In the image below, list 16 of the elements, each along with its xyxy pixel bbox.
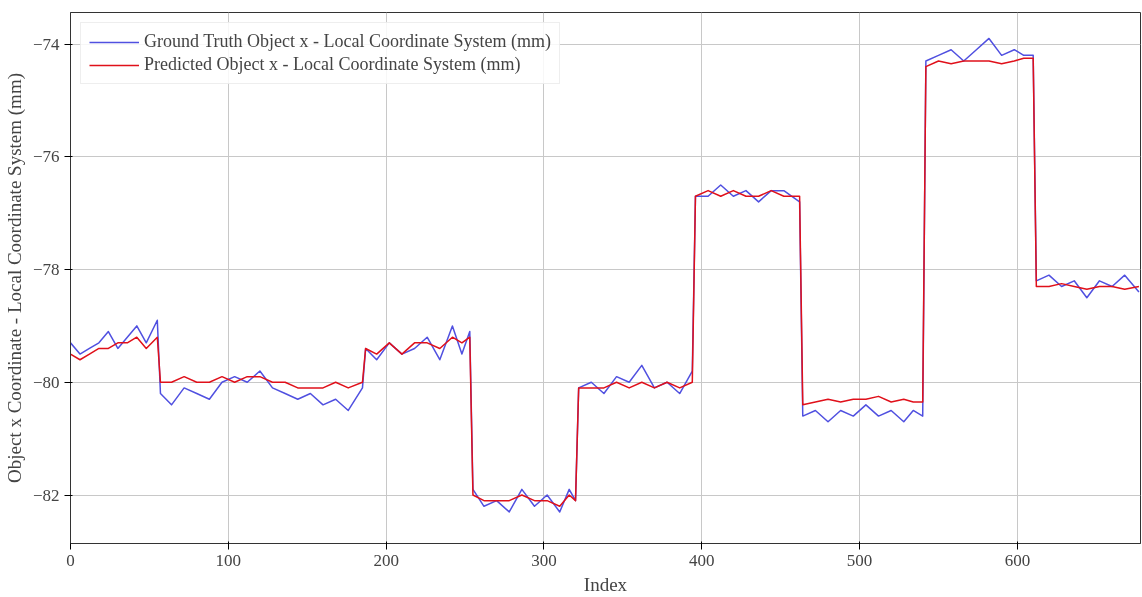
legend-label: Ground Truth Object x - Local Coordinate System (mm) bbox=[144, 31, 551, 52]
legend-label: Predicted Object x - Local Coordinate System (mm) bbox=[144, 54, 521, 75]
y-tick-label: −74 bbox=[32, 34, 60, 54]
x-tick-label: 600 bbox=[1004, 550, 1031, 570]
y-tick-label: −78 bbox=[32, 260, 60, 280]
x-tick-label: 300 bbox=[531, 550, 557, 570]
x-tick-label: 100 bbox=[215, 550, 242, 570]
x-tick-label: 200 bbox=[373, 550, 399, 570]
x-axis-title: Index bbox=[583, 573, 628, 595]
x-tick-label: 400 bbox=[689, 550, 715, 570]
y-axis-title: Object x Coordinate - Local Coordinate System (mm) bbox=[3, 73, 26, 483]
x-tick-label: 0 bbox=[66, 550, 75, 570]
y-tick-label: −76 bbox=[32, 147, 60, 167]
y-tick-label: −80 bbox=[32, 372, 60, 392]
x-tick-label: 500 bbox=[846, 550, 873, 570]
y-tick-label: −82 bbox=[32, 485, 60, 505]
